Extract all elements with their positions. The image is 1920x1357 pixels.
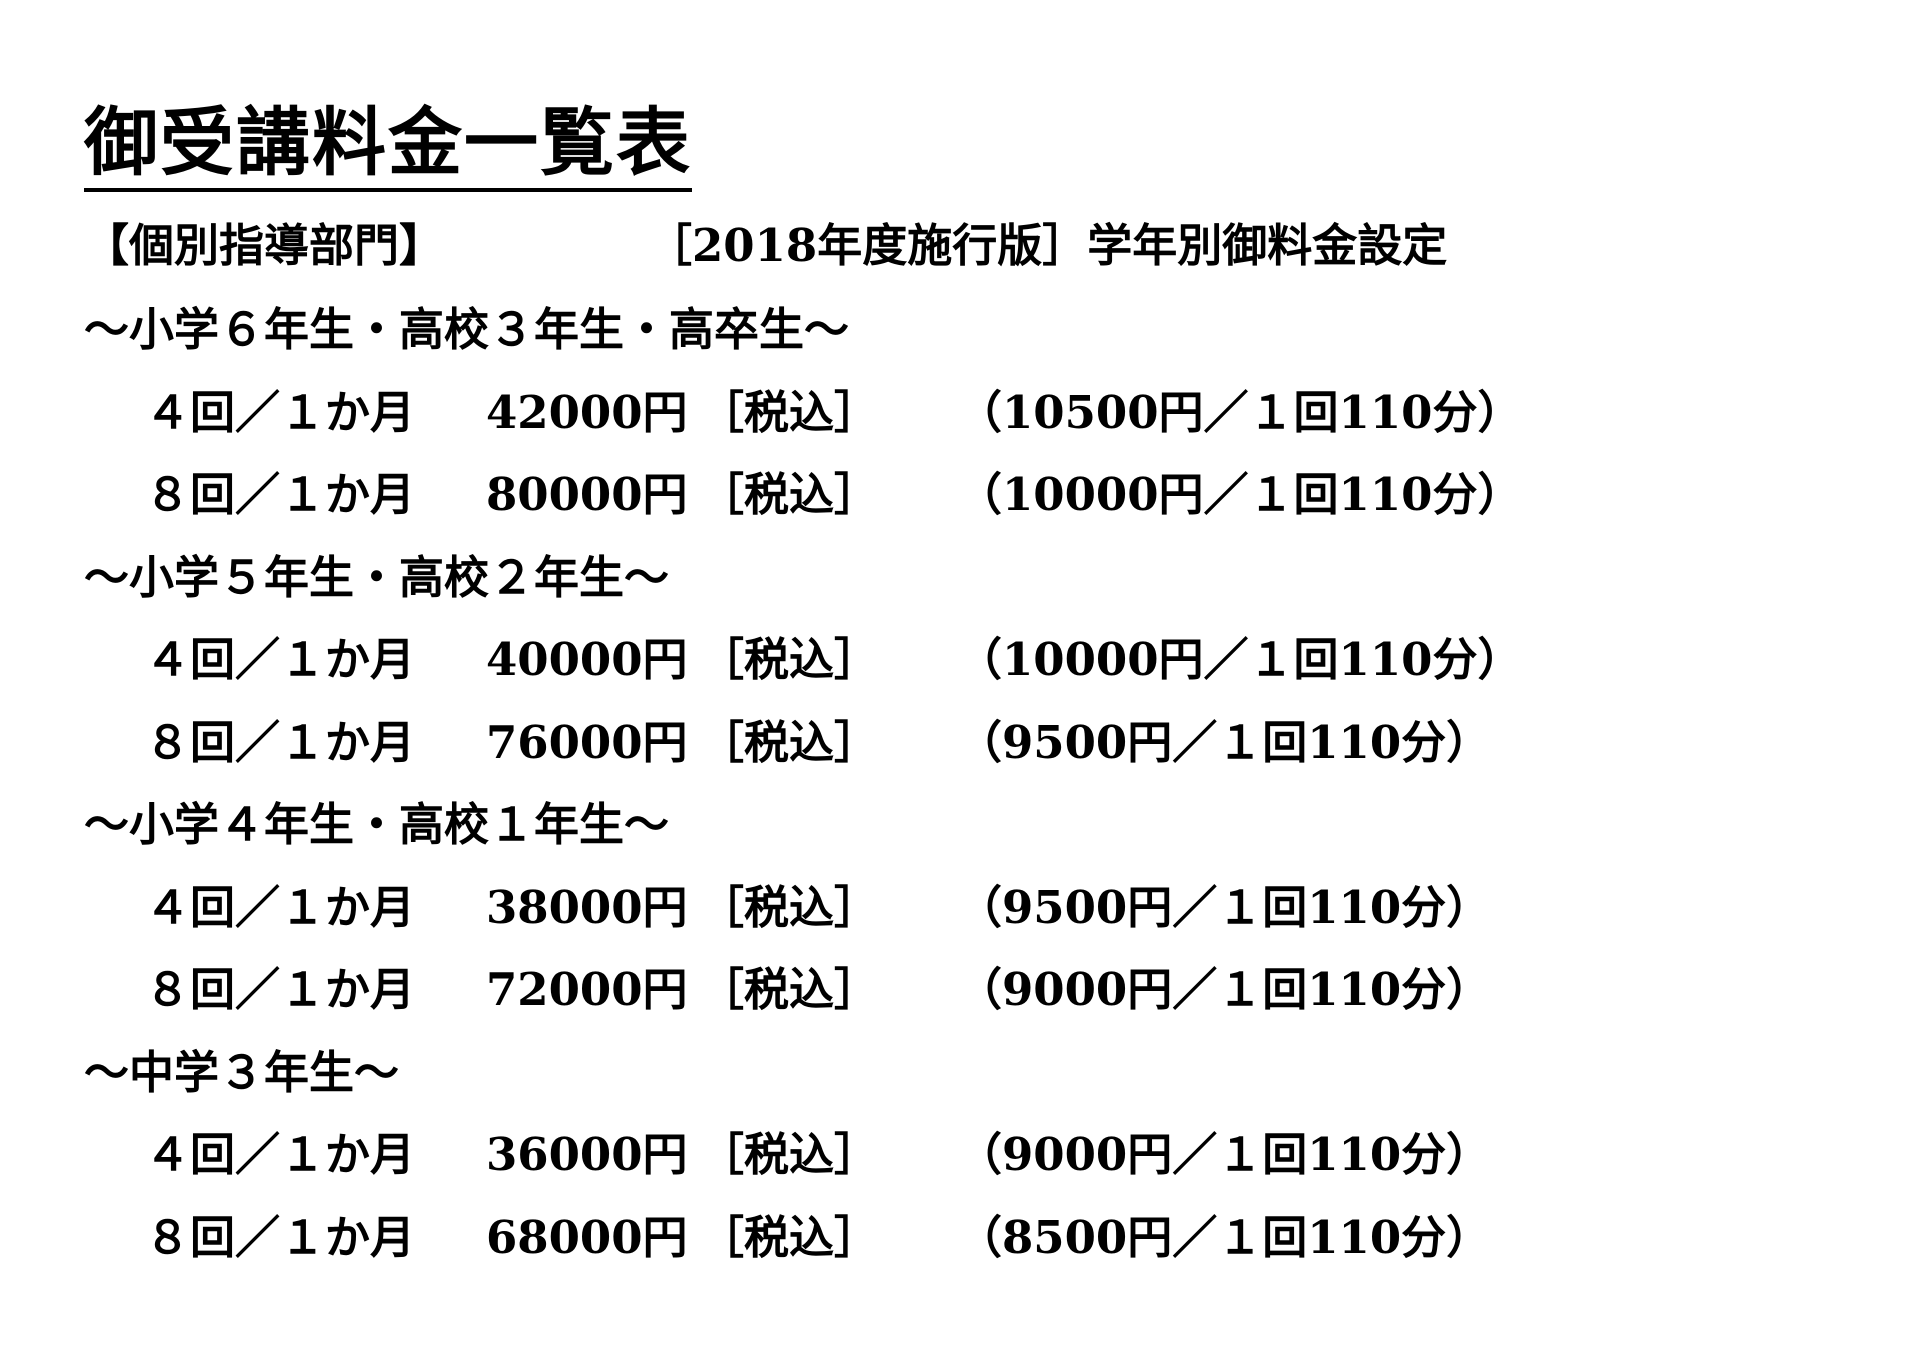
price-plan: ４回／１か月 (145, 1128, 416, 1181)
section-heading: ～中学３年生～ (84, 1045, 400, 1099)
price-tax: ［税込］ (699, 385, 880, 439)
price-per: （9000円／１回110分） (957, 1128, 1492, 1181)
price-plan: ８回／１か月 (145, 468, 416, 521)
price-plan: ４回／１か月 (145, 385, 416, 439)
price-price: 72000円 (486, 963, 688, 1016)
price-row: ４回／１か月 42000円 ［税込］ （10500円／１回110分） (0, 383, 1920, 443)
price-price: 76000円 (486, 715, 688, 769)
price-per: （10500円／１回110分） (957, 385, 1523, 439)
price-row: ８回／１か月 68000円 ［税込］ （8500円／１回110分） (0, 1208, 1920, 1268)
price-plan: ４回／１か月 (145, 633, 416, 686)
price-tax: ［税込］ (699, 880, 880, 934)
section-heading: ～小学６年生・高校３年生・高卒生～ (84, 303, 850, 356)
price-per: （10000円／１回110分） (957, 633, 1523, 686)
price-row: ８回／１か月 72000円 ［税込］ （9000円／１回110分） (0, 960, 1920, 1020)
price-plan: ４回／１か月 (145, 880, 416, 934)
price-row: ４回／１か月 40000円 ［税込］ （10000円／１回110分） (0, 630, 1920, 690)
price-price: 38000円 (486, 880, 688, 934)
section-heading: ～小学５年生・高校２年生～ (84, 550, 670, 604)
price-per: （8500円／１回110分） (957, 1210, 1492, 1264)
price-tax: ［税込］ (699, 715, 880, 769)
price-price: 80000円 (486, 468, 688, 521)
price-plan: ８回／１か月 (145, 715, 416, 769)
page-title: 御受講料金一覧表 (84, 98, 692, 192)
price-plan: ８回／１か月 (145, 1210, 416, 1264)
price-row: ８回／１か月 80000円 ［税込］ （10000円／１回110分） (0, 465, 1920, 525)
price-row: ８回／１か月 76000円 ［税込］ （9500円／１回110分） (0, 713, 1920, 773)
price-plan: ８回／１か月 (145, 963, 416, 1016)
subtitle: 【個別指導部門】 ［2018年度施行版］学年別御料金設定 (84, 216, 1884, 276)
edition-label: ［2018年度施行版］学年別御料金設定 (647, 219, 1448, 272)
price-per: （9500円／１回110分） (957, 880, 1492, 934)
section-heading: ～小学４年生・高校１年生～ (84, 798, 670, 851)
price-tax: ［税込］ (699, 1128, 880, 1181)
price-per: （10000円／１回110分） (957, 468, 1523, 521)
price-tax: ［税込］ (699, 468, 880, 521)
price-tax: ［税込］ (699, 1210, 880, 1264)
price-price: 36000円 (486, 1128, 688, 1181)
price-per: （9500円／１回110分） (957, 715, 1492, 769)
price-row: ４回／１か月 38000円 ［税込］ （9500円／１回110分） (0, 878, 1920, 938)
price-price: 40000円 (486, 633, 688, 686)
price-price: 68000円 (486, 1210, 688, 1264)
price-tax: ［税込］ (699, 963, 880, 1016)
department-label: 【個別指導部門】 (84, 219, 445, 272)
price-price: 42000円 (486, 385, 688, 439)
price-row: ４回／１か月 36000円 ［税込］ （9000円／１回110分） (0, 1125, 1920, 1185)
price-per: （9000円／１回110分） (957, 963, 1492, 1016)
price-tax: ［税込］ (699, 633, 880, 686)
